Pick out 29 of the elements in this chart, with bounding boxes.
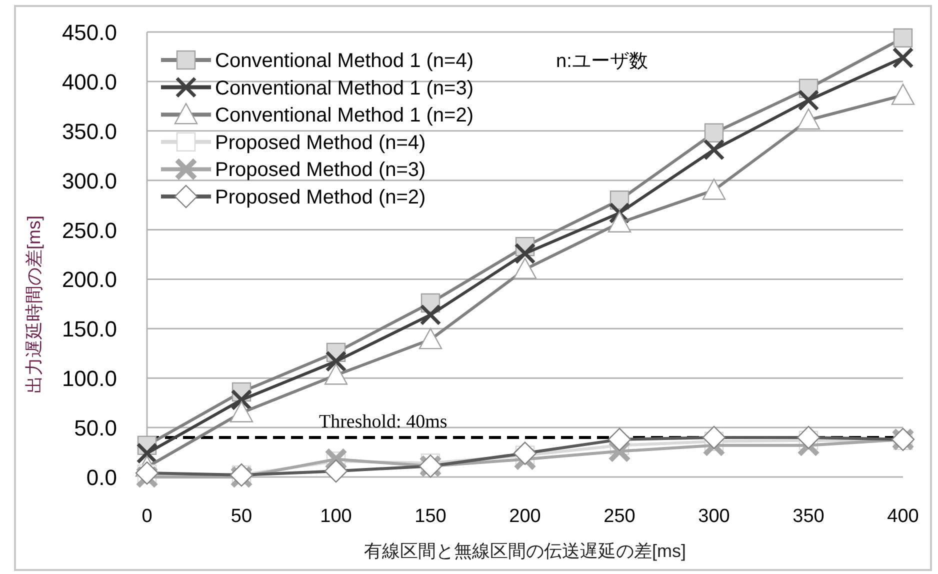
annotation: n:ユーザ数 [556,51,648,72]
x-tick-label: 0 [142,506,152,527]
y-tick-label: 400.0 [62,69,117,94]
y-tick-label: 50.0 [74,416,117,441]
legend-label: Conventional Method 1 (n=4) [215,50,474,72]
legend-label: Proposed Method (n=2) [215,186,426,208]
x-tick-label: 150 [414,506,446,527]
x-tick-label: 250 [604,506,636,527]
legend-label: Conventional Method 1 (n=3) [215,77,474,100]
y-tick-label: 0.0 [86,465,117,490]
legend-label: Proposed Method (n=3) [215,159,426,182]
y-tick-label: 200.0 [62,267,117,292]
x-axis-title: 有線区間と無線区間の伝送遅延の差[ms] [364,541,686,561]
x-tick-label: 100 [320,506,352,527]
ref-line-label: Threshold: 40ms [319,411,448,432]
x-tick-label: 200 [509,506,541,527]
x-tick-label: 350 [792,506,824,527]
y-tick-label: 450.0 [62,20,117,45]
y-tick-label: 250.0 [62,218,117,243]
x-tick-label: 300 [698,506,730,527]
y-tick-label: 150.0 [62,316,117,342]
legend-label: Proposed Method (n=4) [215,132,426,154]
legend-label: Conventional Method 1 (n=2) [215,104,474,127]
x-tick-label: 400 [887,506,919,527]
y-tick-label: 350.0 [62,118,117,144]
y-axis-title: 出力遅延時間の差[ms] [24,216,44,394]
y-tick-label: 100.0 [62,366,117,392]
y-tick-label: 300.0 [62,168,117,194]
x-tick-label: 50 [230,506,252,527]
